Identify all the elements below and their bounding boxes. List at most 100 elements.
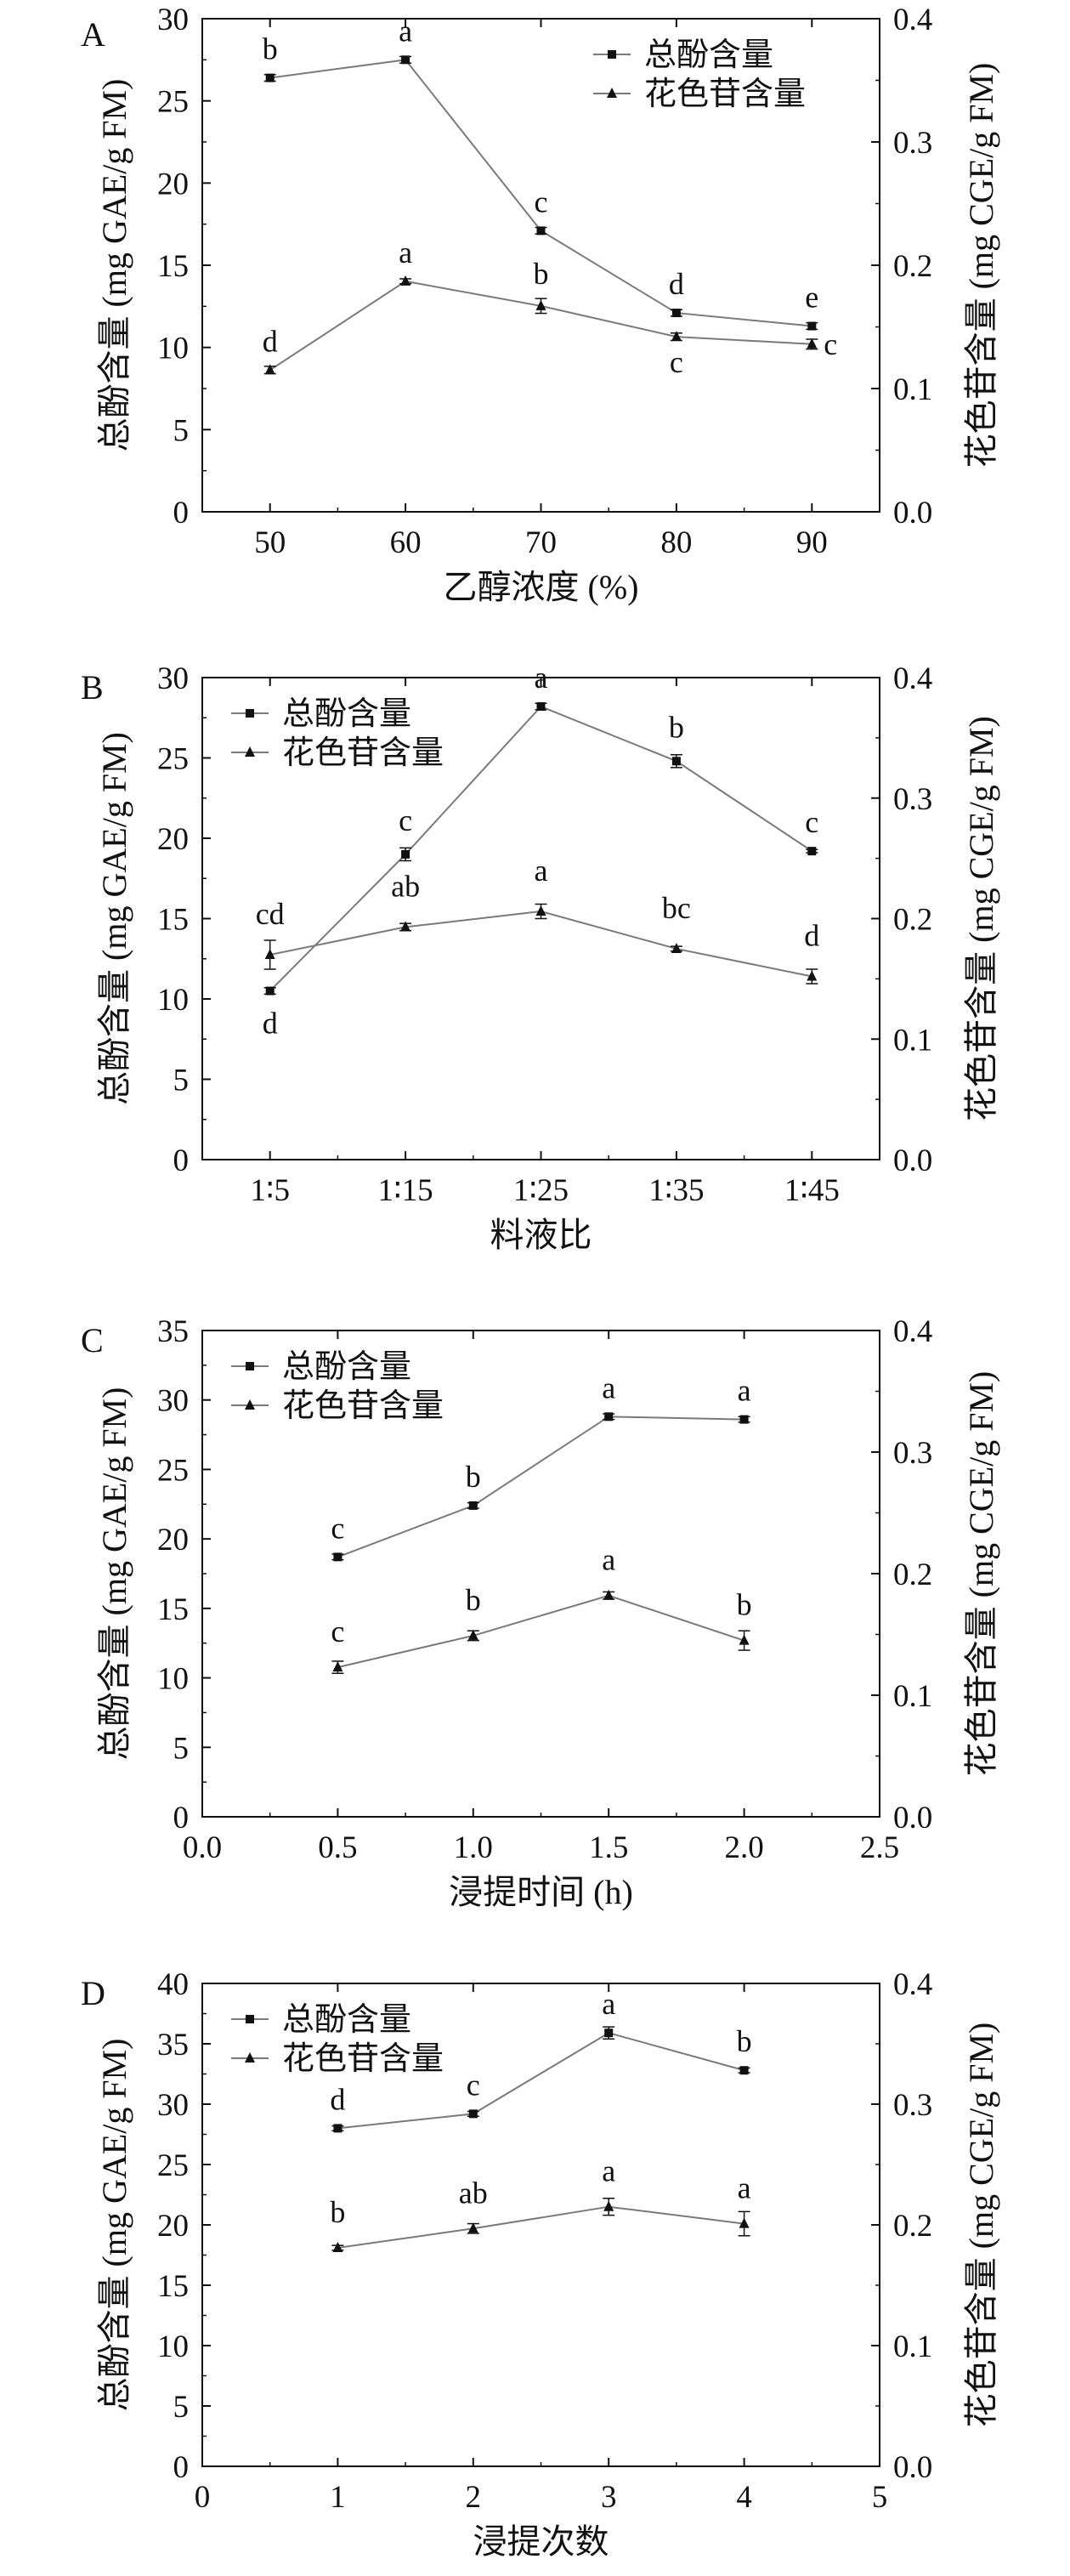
y-tick-label: 15 xyxy=(157,1592,189,1627)
panel-letter: B xyxy=(81,668,104,706)
chart-panel-d: D 0 1 2 3 4 5 0 5 10 15 20 25 30 35 40 0.0 0.1 0.2 0.3 0.4 浸提… xyxy=(81,1967,1000,2561)
y-tick-label: 5 xyxy=(173,1731,190,1766)
data-point xyxy=(807,321,817,331)
significance-label: c xyxy=(331,1614,344,1648)
y2-tick-label: 0.1 xyxy=(893,1023,932,1058)
series-anthocyanin xyxy=(331,2198,750,2252)
series-total-phenol xyxy=(331,1412,750,1562)
significance-label: c xyxy=(331,1511,344,1545)
y-tick-label: 30 xyxy=(157,661,189,696)
series-line xyxy=(269,280,812,372)
y2-tick-label: 0.3 xyxy=(893,126,932,161)
significance-label: a xyxy=(399,14,412,48)
x-tick-label: 1.0 xyxy=(454,1830,493,1865)
data-point xyxy=(400,921,411,932)
significance-label: e xyxy=(805,281,818,315)
x-axis-title: 料液比 xyxy=(490,1216,592,1254)
y-tick-label: 0 xyxy=(173,1143,190,1178)
panel-letter: A xyxy=(81,15,105,54)
y-tick-label: 0 xyxy=(173,2450,190,2485)
data-point xyxy=(739,1634,750,1645)
significance-label: a xyxy=(602,2154,615,2188)
significance-label: a xyxy=(399,235,412,270)
legend-label: 花色苷含量 xyxy=(644,77,806,112)
y-tick-label: 10 xyxy=(157,2329,189,2364)
y-tick-label: 35 xyxy=(157,1314,189,1349)
y-tick-label: 15 xyxy=(157,903,189,938)
x-tick-label: 2.0 xyxy=(724,1830,763,1865)
x-tick-label: 3 xyxy=(601,2480,617,2515)
y-tick-label: 20 xyxy=(157,822,189,857)
y2-tick-label: 0.4 xyxy=(893,661,932,696)
legend-label: 总酚含量 xyxy=(282,2002,411,2038)
significance-label: a xyxy=(738,2171,751,2205)
data-point xyxy=(671,757,681,766)
legend-marker-triangle xyxy=(245,746,255,757)
legend-label: 总酚含量 xyxy=(644,37,773,73)
x-tick-label: 4 xyxy=(736,2480,752,2515)
x-tick-label: 0.0 xyxy=(183,1830,222,1865)
series-anthocyanin xyxy=(263,275,818,375)
y2-tick-label: 0.3 xyxy=(893,1436,932,1471)
legend-item-anthocyanin: 花色苷含量 xyxy=(231,2041,444,2077)
significance-label: b xyxy=(466,1460,481,1494)
legend-label: 总酚含量 xyxy=(282,696,411,732)
chart-panel-b: B 1∶5 1∶15 1∶25 1∶35 1∶45 0 5 10 15 20 25 30 0.0 0.1 0.… xyxy=(81,661,1000,1254)
legend-label: 花色苷含量 xyxy=(282,1388,444,1424)
significance-label: a xyxy=(602,1987,615,2021)
data-point xyxy=(467,2222,478,2233)
series-line xyxy=(337,2205,744,2249)
panel-letter: D xyxy=(81,1974,105,2012)
data-point xyxy=(671,942,682,953)
x-tick-label: 60 xyxy=(390,525,422,560)
data-point xyxy=(603,2200,614,2211)
y-axis-title: 总酚含量 (mg GAE/g FM) xyxy=(95,79,133,452)
legend-label: 花色苷含量 xyxy=(282,735,444,771)
significance-label: c xyxy=(670,345,683,379)
y-axis-title: 总酚含量 (mg GAE/g FM) xyxy=(95,2039,133,2412)
data-point xyxy=(536,702,546,712)
x-axis-title: 乙醇浓度 (%) xyxy=(444,568,639,606)
legend-marker-square xyxy=(246,2015,254,2023)
y-tick-label: 5 xyxy=(173,413,190,448)
series-line xyxy=(337,1416,744,1558)
series-line xyxy=(337,2032,744,2130)
data-point xyxy=(264,949,275,960)
data-point xyxy=(739,2066,749,2075)
significance-label: b xyxy=(263,32,278,66)
legend-item-anthocyanin: 花色苷含量 xyxy=(593,77,806,112)
significance-label: a xyxy=(535,854,548,888)
significance-label: b xyxy=(737,1588,752,1622)
y-tick-label: 20 xyxy=(157,167,189,201)
x-tick-label: 0 xyxy=(195,2480,211,2515)
y2-tick-label: 0.2 xyxy=(893,2209,932,2244)
y2-tick-label: 0.0 xyxy=(893,1801,932,1836)
y-tick-label: 25 xyxy=(157,85,189,120)
y-tick-label: 20 xyxy=(157,1523,189,1558)
legend-marker-triangle xyxy=(245,1399,255,1410)
y2-tick-label: 0.3 xyxy=(893,2088,932,2123)
legend-item-total-phenol: 总酚含量 xyxy=(231,1349,411,1385)
y2-tick-label: 0.0 xyxy=(893,496,932,531)
data-point xyxy=(807,970,818,981)
y2-tick-label: 0.4 xyxy=(893,3,932,37)
data-point xyxy=(332,1661,343,1672)
x-tick-label: 2 xyxy=(466,2480,482,2515)
y-tick-label: 40 xyxy=(157,1967,189,2002)
y-tick-label: 30 xyxy=(157,1384,189,1419)
x-tick-label: 1 xyxy=(330,2480,346,2515)
significance-label: d xyxy=(330,2082,345,2116)
legend-marker-square xyxy=(246,709,254,718)
y2-tick-label: 0.2 xyxy=(893,1558,932,1592)
data-point xyxy=(807,338,818,349)
x-tick-label: 80 xyxy=(660,525,692,560)
data-point xyxy=(807,847,817,856)
x-tick-label: 50 xyxy=(254,525,286,560)
data-point xyxy=(401,55,410,65)
series-line xyxy=(269,910,812,978)
data-point xyxy=(401,849,410,859)
